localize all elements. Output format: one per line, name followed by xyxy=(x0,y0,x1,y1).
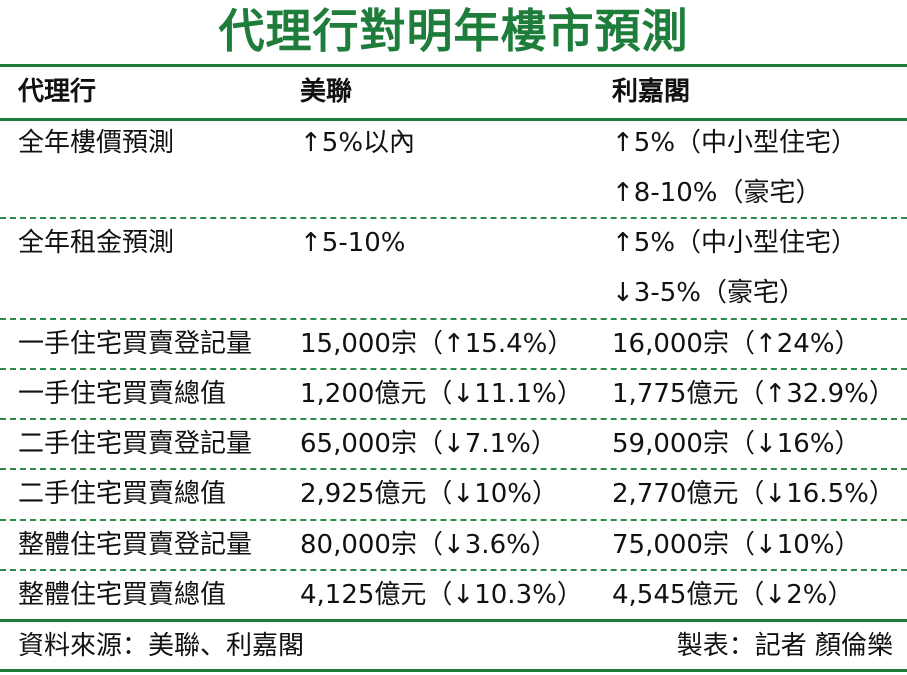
cell-ricacorp: ↑5%（中小型住宅） xyxy=(612,228,858,258)
top-rule xyxy=(0,64,907,67)
row-divider xyxy=(0,318,907,320)
row-divider xyxy=(0,368,907,370)
source-note: 資料來源：美聯、利嘉閣 xyxy=(18,631,305,661)
row-label: 全年租金預測 xyxy=(18,228,175,258)
row-divider xyxy=(0,519,907,521)
header-rule xyxy=(0,118,907,121)
header-ricacorp: 利嘉閣 xyxy=(612,77,691,107)
cell-ricacorp: ↑5%（中小型住宅） xyxy=(612,128,858,158)
row-label: 整體住宅買賣登記量 xyxy=(18,530,253,560)
cell-midland: 2,925億元（↓10%） xyxy=(300,479,559,509)
cell-midland: 80,000宗（↓3.6%） xyxy=(300,530,557,560)
cell-midland: 65,000宗（↓7.1%） xyxy=(300,429,557,459)
page-title: 代理行對明年樓市預測 xyxy=(218,4,689,58)
cell-ricacorp: 2,770億元（↓16.5%） xyxy=(612,479,895,509)
cell-ricacorp: 1,775億元（↑32.9%） xyxy=(612,379,895,409)
cell-midland: ↑5-10% xyxy=(300,228,406,258)
cell-midland: ↑5%以內 xyxy=(300,128,416,158)
row-divider xyxy=(0,569,907,571)
cell-ricacorp: 16,000宗（↑24%） xyxy=(612,329,861,359)
row-label: 整體住宅買賣總值 xyxy=(18,580,227,610)
row-label: 二手住宅買賣總值 xyxy=(18,479,227,509)
footer-rule xyxy=(0,619,907,622)
row-divider xyxy=(0,468,907,470)
cell-ricacorp: 75,000宗（↓10%） xyxy=(612,530,861,560)
cell-ricacorp: 4,545億元（↓2%） xyxy=(612,580,854,610)
row-label: 一手住宅買賣登記量 xyxy=(18,329,253,359)
credit-note: 製表：記者 顏倫樂 xyxy=(676,631,893,661)
header-agency: 代理行 xyxy=(18,77,97,107)
row-divider xyxy=(0,418,907,420)
cell-ricacorp: 59,000宗（↓16%） xyxy=(612,429,861,459)
row-divider xyxy=(0,217,907,219)
cell-midland: 1,200億元（↓11.1%） xyxy=(300,379,583,409)
cell-midland: 4,125億元（↓10.3%） xyxy=(300,580,583,610)
cell-ricacorp: ↓3-5%（豪宅） xyxy=(612,278,805,308)
row-label: 二手住宅買賣登記量 xyxy=(18,429,253,459)
cell-ricacorp: ↑8-10%（豪宅） xyxy=(612,178,822,208)
row-label: 全年樓價預測 xyxy=(18,128,175,158)
row-label: 一手住宅買賣總值 xyxy=(18,379,227,409)
bottom-rule xyxy=(0,669,907,672)
cell-midland: 15,000宗（↑15.4%） xyxy=(300,329,574,359)
header-midland: 美聯 xyxy=(300,77,353,107)
